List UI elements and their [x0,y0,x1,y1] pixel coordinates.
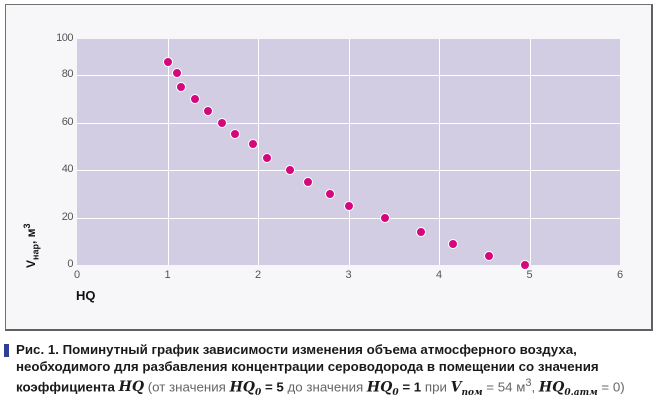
data-point [447,238,458,249]
figure-caption: Рис. 1. Поминутный график зависимости из… [4,341,654,402]
data-point [415,226,426,237]
x-tick-label: 5 [526,269,533,281]
data-point [189,93,200,104]
plot-area [77,39,620,270]
data-point [162,57,173,68]
data-point [519,260,530,270]
y-axis-label: Vнар, м3 [22,223,41,268]
data-point [284,165,295,175]
data-point [176,81,187,92]
x-tick-label: 2 [254,269,262,281]
x-gridline [529,39,531,265]
y-tick-label: 60 [61,115,74,128]
data-point [248,138,259,149]
x-gridline [439,39,440,265]
x-gridline [167,39,169,265]
x-tick-label: 3 [345,269,352,281]
x-gridline [258,39,259,265]
x-tick-label: 1 [164,269,171,281]
x-tick-label: 4 [435,269,443,281]
x-tick-label: 6 [616,269,624,281]
caption-marker [4,344,9,357]
data-point [302,176,313,187]
y-tick-label: 100 [56,32,73,44]
data-point [325,188,336,199]
data-point [343,200,354,211]
y-tick-label: 0 [67,258,73,270]
x-axis-label: HQ [76,288,96,303]
x-gridline [348,39,350,265]
data-point [230,129,241,140]
data-point [262,153,273,164]
data-point [379,212,390,223]
data-point [216,117,227,128]
data-point [483,250,494,261]
data-point [203,105,214,116]
y-tick-label: 80 [61,68,74,80]
y-tick-label: 40 [61,163,74,175]
data-point [171,68,182,79]
x-tick-label: 0 [73,269,81,281]
y-tick-label: 20 [61,210,74,223]
